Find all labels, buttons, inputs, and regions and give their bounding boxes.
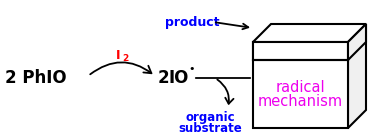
Text: 2: 2 — [122, 53, 128, 62]
Text: I: I — [116, 48, 121, 61]
Text: substrate: substrate — [178, 122, 242, 136]
Polygon shape — [253, 42, 348, 128]
Text: 2 PhIO: 2 PhIO — [5, 69, 67, 87]
Text: •: • — [188, 64, 195, 74]
Polygon shape — [253, 42, 348, 60]
FancyArrowPatch shape — [217, 80, 234, 104]
Text: radical: radical — [276, 80, 325, 95]
Polygon shape — [253, 24, 366, 42]
Text: 2: 2 — [158, 69, 170, 87]
Polygon shape — [348, 24, 366, 60]
Text: IO: IO — [168, 69, 188, 87]
Text: mechanism: mechanism — [258, 94, 343, 109]
Polygon shape — [348, 24, 366, 128]
Text: product: product — [165, 16, 219, 29]
Text: organic: organic — [185, 111, 235, 124]
FancyArrowPatch shape — [90, 62, 152, 74]
